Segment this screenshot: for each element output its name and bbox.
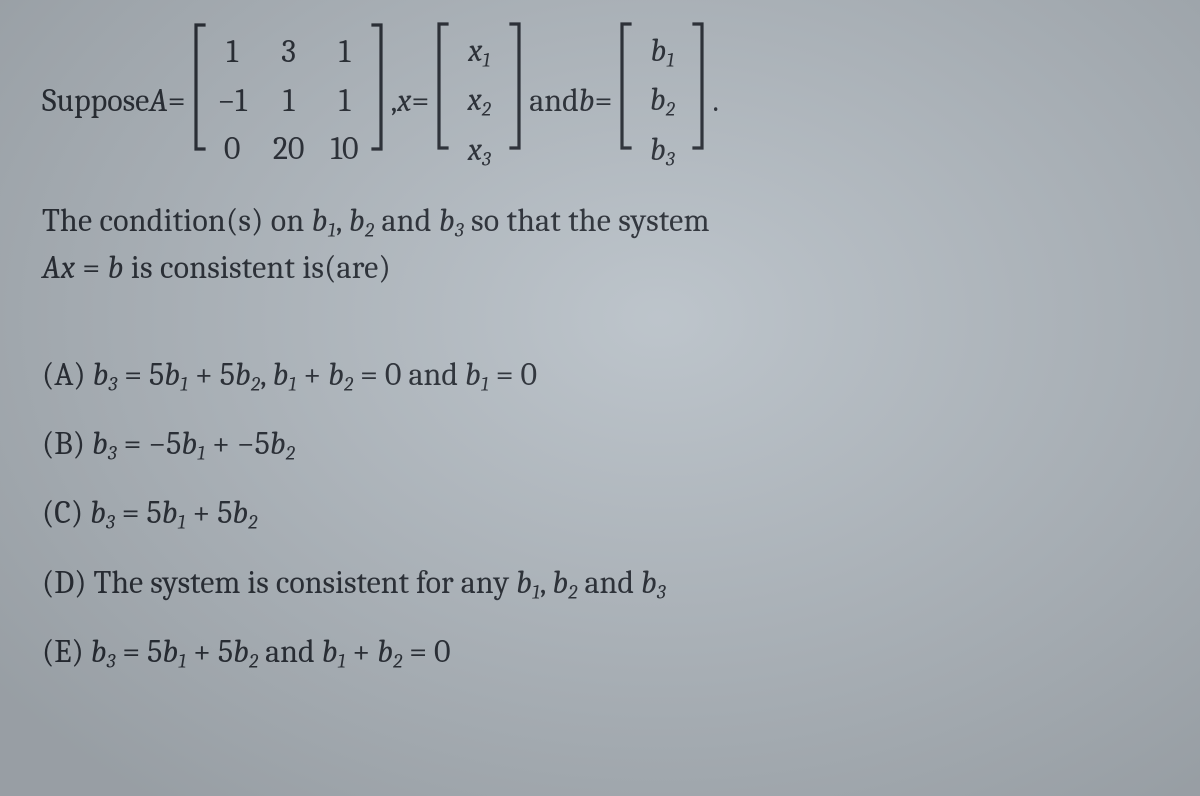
b2: b2 bbox=[648, 77, 676, 124]
var-x: x bbox=[397, 78, 411, 124]
option-B[interactable]: (B) b3 = −5b1 + −5b2 bbox=[42, 421, 1166, 468]
var-b: b bbox=[579, 78, 595, 124]
option-E[interactable]: (E) b3 = 5b1 + 5b2 and b1 + b2 = 0 bbox=[42, 629, 1166, 676]
bracket-right-icon bbox=[692, 22, 706, 150]
vector-x-body: x1 x2 x3 bbox=[449, 22, 509, 180]
eq-2: = bbox=[411, 78, 429, 124]
option-D[interactable]: (D) The system is consistent for any b1,… bbox=[42, 560, 1166, 607]
option-label: (A) bbox=[42, 356, 93, 393]
q-l2a: is consistent is(are) bbox=[124, 249, 391, 286]
q-l1a: The condition(s) on bbox=[42, 202, 312, 239]
vector-b: b1 b2 b3 bbox=[618, 22, 706, 180]
bracket-left-icon bbox=[618, 22, 632, 150]
a21: −1 bbox=[218, 78, 247, 124]
x3: x3 bbox=[465, 127, 493, 174]
option-C[interactable]: (C) b3 = 5b1 + 5b2 bbox=[42, 490, 1166, 537]
vector-x: x1 x2 x3 bbox=[435, 22, 523, 180]
q-l1b: so that the system bbox=[464, 202, 710, 239]
var-A: A bbox=[149, 78, 168, 124]
problem-setup: Suppose A = 1 3 1 −1 1 1 0 20 10 , x = x… bbox=[42, 22, 1166, 180]
a11: 1 bbox=[218, 29, 246, 75]
option-A[interactable]: (A) b3 = 5b1 + 5b2, b1 + b2 = 0 and b1 =… bbox=[42, 352, 1166, 399]
a31: 0 bbox=[218, 126, 246, 172]
bracket-left-icon bbox=[435, 22, 449, 150]
bracket-left-icon bbox=[192, 23, 206, 151]
vector-b-body: b1 b2 b3 bbox=[632, 22, 692, 180]
x1: x1 bbox=[465, 28, 493, 75]
bracket-right-icon bbox=[371, 23, 385, 151]
eq-1: = bbox=[168, 78, 186, 124]
q-Ax: Ax bbox=[42, 249, 75, 286]
a22: 1 bbox=[275, 78, 303, 124]
lead-text: Suppose bbox=[42, 78, 149, 124]
question-text: The condition(s) on b1, b2 and b3 so tha… bbox=[42, 198, 1162, 292]
tail-period: . bbox=[712, 78, 719, 124]
option-label: (E) bbox=[42, 633, 91, 670]
option-label: (B) bbox=[42, 425, 92, 462]
x2: x2 bbox=[465, 77, 493, 124]
option-label: (C) bbox=[42, 494, 90, 531]
a32: 20 bbox=[273, 126, 305, 172]
options-list: (A) b3 = 5b1 + 5b2, b1 + b2 = 0 and b1 =… bbox=[42, 352, 1166, 677]
bracket-right-icon bbox=[509, 22, 523, 150]
a12: 3 bbox=[275, 29, 303, 75]
option-label: (D) bbox=[42, 564, 94, 601]
b3: b3 bbox=[648, 127, 676, 174]
matrix-A-body: 1 3 1 −1 1 1 0 20 10 bbox=[206, 23, 371, 178]
b1: b1 bbox=[648, 28, 676, 75]
and-text: and bbox=[529, 78, 579, 124]
a33: 10 bbox=[330, 126, 358, 172]
a13: 1 bbox=[331, 29, 359, 75]
eq-3: = bbox=[595, 78, 613, 124]
a23: 1 bbox=[331, 78, 359, 124]
matrix-A: 1 3 1 −1 1 1 0 20 10 bbox=[192, 23, 385, 178]
